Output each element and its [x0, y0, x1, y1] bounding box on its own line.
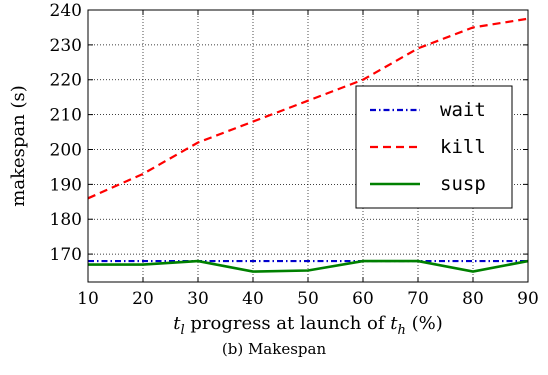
- y-tick-label: 220: [50, 71, 82, 91]
- legend-label-susp: susp: [440, 173, 486, 195]
- x-axis-var2: t: [390, 313, 398, 334]
- axis-ticks: 10 20 30 40 50 60 70 80 90 170 180 190 200 210 220 230 2…: [50, 1, 539, 309]
- y-tick-label: 230: [50, 36, 82, 56]
- y-tick-label: 200: [50, 140, 82, 160]
- x-tick-label: 20: [132, 289, 154, 309]
- x-axis-var2-sub: h: [398, 323, 406, 338]
- legend-box: [355, 85, 513, 209]
- figure-caption: (b) Makespan: [221, 340, 327, 358]
- y-tick-label: 210: [50, 106, 82, 126]
- legend-label-wait: wait: [440, 99, 486, 121]
- x-axis-title: tl progress at launch of th (%): [173, 313, 443, 338]
- y-tick-label: 190: [50, 175, 82, 195]
- y-tick-label: 180: [50, 210, 82, 230]
- series-lines: [87, 17, 529, 273]
- x-tick-label: 70: [407, 289, 429, 309]
- x-tick-label: 10: [77, 289, 99, 309]
- y-tick-label: 240: [50, 1, 82, 21]
- y-axis-title: makespan (s): [8, 85, 29, 206]
- y-tick-label: 170: [50, 245, 82, 265]
- makespan-chart: 10 20 30 40 50 60 70 80 90 170 180 190 200 210 220 230 2…: [8, 1, 539, 338]
- x-tick-label: 90: [517, 289, 539, 309]
- series-line-susp: [88, 259, 529, 273]
- x-axis-mid: progress at launch of: [185, 313, 391, 334]
- legend: wait kill susp: [355, 85, 513, 209]
- x-axis-var: t: [173, 313, 181, 334]
- x-tick-label: 60: [352, 289, 374, 309]
- x-axis-end: (%): [406, 313, 443, 334]
- x-tick-label: 80: [462, 289, 484, 309]
- x-tick-label: 30: [187, 289, 209, 309]
- series-line-kill: [87, 17, 529, 200]
- x-axis-var-sub: l: [180, 323, 184, 338]
- x-tick-label: 50: [297, 289, 319, 309]
- x-tick-label: 40: [242, 289, 264, 309]
- legend-label-kill: kill: [440, 136, 486, 158]
